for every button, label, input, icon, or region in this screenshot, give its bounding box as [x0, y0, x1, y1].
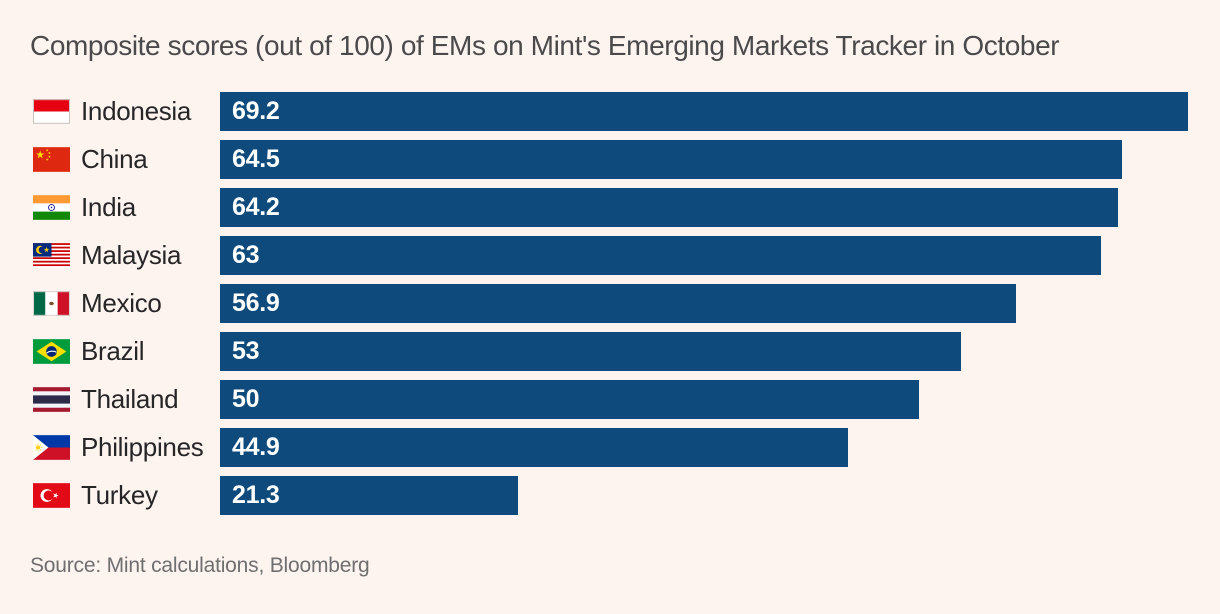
bar-value-label: 63 — [232, 240, 260, 269]
country-label: Brazil — [81, 335, 145, 366]
bar-indonesia: 69.2 — [220, 91, 1188, 131]
chart-row: Mexico 56.9 — [0, 279, 1220, 327]
source-note: Source: Mint calculations, Bloomberg — [30, 554, 370, 577]
bar-philippines: 44.9 — [220, 427, 848, 467]
country-label: Turkey — [81, 479, 158, 510]
philippines-flag-icon — [33, 434, 70, 460]
chart-row: Thailand 50 — [0, 375, 1220, 423]
brazil-flag-icon — [33, 338, 70, 364]
chart-title: Composite scores (out of 100) of EMs on … — [30, 30, 1060, 61]
bar-china: 64.5 — [220, 139, 1122, 179]
turkey-flag-icon — [33, 482, 70, 508]
category-label-cell: Indonesia — [33, 96, 220, 127]
category-label-cell: Brazil — [33, 336, 220, 367]
bar-turkey: 21.3 — [220, 475, 518, 515]
bar-chart: Indonesia 69.2 China 64.5 India 64.2 Malaysia 6… — [0, 87, 1220, 519]
bar-value-label: 64.2 — [232, 192, 280, 221]
category-label-cell: Thailand — [33, 384, 220, 415]
category-label-cell: Philippines — [33, 432, 220, 463]
chart-row: India 64.2 — [0, 183, 1220, 231]
chart-row: China 64.5 — [0, 135, 1220, 183]
bar-brazil: 53 — [220, 331, 961, 371]
thailand-flag-icon — [33, 386, 70, 412]
mexico-flag-icon — [33, 290, 70, 316]
bar-value-label: 44.9 — [232, 432, 280, 461]
bar-value-label: 53 — [232, 336, 260, 365]
bar-value-label: 69.2 — [232, 96, 280, 125]
malaysia-flag-icon — [33, 242, 70, 268]
bar-thailand: 50 — [220, 379, 919, 419]
category-label-cell: Malaysia — [33, 240, 220, 271]
bar-india: 64.2 — [220, 187, 1118, 227]
country-label: Indonesia — [81, 95, 192, 126]
country-label: Malaysia — [81, 239, 182, 270]
chart-row: Turkey 21.3 — [0, 471, 1220, 519]
category-label-cell: Mexico — [33, 288, 220, 319]
country-label: Philippines — [81, 431, 204, 462]
bar-value-label: 21.3 — [232, 480, 280, 509]
chart-row: Philippines 44.9 — [0, 423, 1220, 471]
country-label: Mexico — [81, 287, 162, 318]
chart-row: Indonesia 69.2 — [0, 87, 1220, 135]
country-label: India — [81, 191, 136, 222]
category-label-cell: Turkey — [33, 480, 220, 511]
china-flag-icon — [33, 146, 70, 172]
bar-malaysia: 63 — [220, 235, 1101, 275]
bar-value-label: 64.5 — [232, 144, 280, 173]
chart-row: Malaysia 63 — [0, 231, 1220, 279]
chart-row: Brazil 53 — [0, 327, 1220, 375]
bar-value-label: 50 — [232, 384, 260, 413]
country-label: China — [81, 143, 148, 174]
bar-mexico: 56.9 — [220, 283, 1016, 323]
indonesia-flag-icon — [33, 98, 70, 124]
category-label-cell: China — [33, 144, 220, 175]
bar-value-label: 56.9 — [232, 288, 280, 317]
category-label-cell: India — [33, 192, 220, 223]
india-flag-icon — [33, 194, 70, 220]
country-label: Thailand — [81, 383, 179, 414]
